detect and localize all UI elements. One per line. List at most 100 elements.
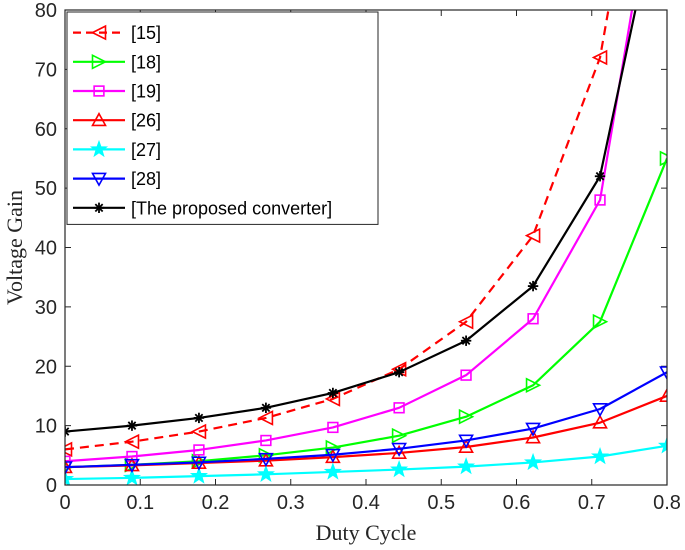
series-point bbox=[458, 438, 474, 454]
legend-label: [18] bbox=[131, 52, 161, 72]
x-tick-label: 0.4 bbox=[352, 492, 380, 514]
series-point bbox=[191, 456, 207, 471]
y-tick-label: 40 bbox=[35, 238, 57, 260]
series-point bbox=[65, 441, 73, 458]
legend-label: [26] bbox=[131, 111, 161, 131]
series-point bbox=[458, 434, 474, 449]
legend-label: [15] bbox=[131, 23, 161, 43]
legend-marker bbox=[91, 54, 108, 70]
series-5 bbox=[65, 436, 667, 485]
x-tick-label: 0 bbox=[59, 492, 70, 514]
series-point bbox=[258, 452, 274, 468]
series-point bbox=[124, 458, 140, 473]
series-point bbox=[122, 468, 142, 485]
x-tick-label: 0.3 bbox=[277, 492, 305, 514]
series-point bbox=[327, 387, 339, 399]
series-point bbox=[256, 464, 275, 483]
series-point bbox=[457, 313, 474, 330]
series-7 bbox=[65, 10, 637, 437]
series-point bbox=[325, 448, 341, 463]
series-point bbox=[323, 462, 342, 480]
series-point bbox=[393, 402, 405, 414]
series-6 bbox=[65, 366, 667, 476]
series-point bbox=[391, 444, 407, 459]
series-line bbox=[65, 444, 667, 481]
series-point bbox=[260, 402, 272, 414]
legend: [15] [18] [19] [26] [27] [28] [The proposed co… bbox=[66, 11, 379, 225]
y-tick-label: 70 bbox=[35, 59, 57, 81]
x-tick-label: 0.2 bbox=[202, 492, 230, 514]
series-point bbox=[525, 377, 542, 394]
series-point bbox=[590, 446, 610, 465]
series-layer bbox=[65, 10, 667, 485]
legend-label: [The proposed converter] bbox=[131, 198, 332, 218]
series-point bbox=[659, 366, 667, 381]
series-point bbox=[65, 461, 73, 476]
series-point bbox=[193, 444, 205, 456]
series-line bbox=[65, 10, 634, 463]
y-axis-label: Voltage Gain bbox=[2, 190, 27, 305]
x-tick-label: 0.7 bbox=[578, 492, 606, 514]
series-point bbox=[592, 313, 609, 330]
legend-marker bbox=[91, 112, 107, 127]
series-point bbox=[527, 313, 539, 325]
series-point bbox=[460, 369, 472, 381]
legend-label: [27] bbox=[131, 140, 161, 160]
series-point bbox=[591, 49, 608, 66]
legend-entry: [19] bbox=[73, 82, 161, 102]
series-line bbox=[65, 10, 610, 451]
series-point bbox=[126, 420, 138, 431]
series-point bbox=[327, 421, 339, 434]
legend-label: [19] bbox=[131, 82, 161, 102]
x-axis-label: Duty Cycle bbox=[316, 520, 417, 545]
series-point bbox=[460, 335, 472, 346]
series-point bbox=[523, 452, 543, 471]
legend-entry: [The proposed converter] bbox=[73, 198, 332, 218]
series-point bbox=[527, 280, 539, 292]
series-point bbox=[391, 442, 407, 457]
series-point bbox=[257, 410, 274, 426]
series-point bbox=[260, 434, 272, 447]
series-1 bbox=[65, 10, 610, 458]
legend-label: [28] bbox=[131, 169, 161, 189]
series-point bbox=[391, 427, 408, 444]
series-point bbox=[592, 402, 608, 418]
y-tick-label: 60 bbox=[35, 119, 57, 141]
series-point bbox=[657, 436, 667, 454]
series-point bbox=[659, 150, 667, 167]
series-point bbox=[390, 460, 409, 478]
series-point bbox=[393, 366, 405, 378]
series-line bbox=[65, 10, 637, 433]
series-point bbox=[525, 429, 541, 444]
series-point bbox=[594, 194, 606, 206]
series-point bbox=[189, 466, 209, 484]
x-tick-label: 0.5 bbox=[427, 492, 455, 514]
series-line bbox=[65, 371, 667, 469]
series-point bbox=[190, 423, 207, 440]
series-point bbox=[525, 422, 541, 437]
legend-entry: [28] bbox=[73, 169, 161, 189]
series-point bbox=[193, 412, 205, 424]
legend-box bbox=[66, 11, 379, 225]
plot-frame bbox=[64, 9, 668, 486]
series-point bbox=[65, 469, 75, 485]
series-point bbox=[457, 457, 476, 475]
series-point bbox=[458, 408, 475, 425]
series-point bbox=[592, 414, 608, 429]
x-tick-label: 0.6 bbox=[503, 492, 531, 514]
series-point bbox=[65, 426, 71, 437]
legend-marker bbox=[90, 24, 107, 41]
x-tick-label: 0.8 bbox=[653, 492, 681, 514]
y-tick-label: 50 bbox=[35, 178, 57, 200]
legend-marker bbox=[93, 85, 105, 97]
x-tick-label: 0.1 bbox=[126, 492, 154, 514]
legend-marker bbox=[91, 172, 107, 187]
series-point bbox=[123, 433, 140, 450]
series-point bbox=[524, 227, 541, 244]
series-point bbox=[126, 450, 138, 463]
y-tick-label: 10 bbox=[35, 416, 57, 438]
y-tick-label: 0 bbox=[46, 475, 57, 497]
series-point bbox=[659, 387, 667, 402]
legend-entry: [26] bbox=[73, 111, 161, 131]
